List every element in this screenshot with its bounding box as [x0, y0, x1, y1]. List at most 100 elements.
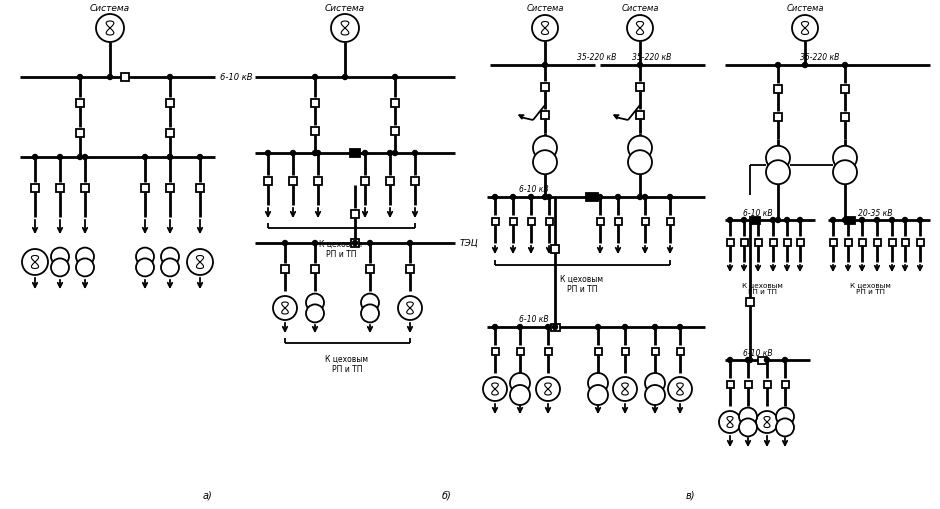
Bar — [351, 239, 359, 247]
Circle shape — [667, 194, 672, 200]
Circle shape — [643, 194, 648, 200]
Bar — [916, 239, 923, 245]
Bar — [509, 217, 516, 224]
Bar — [755, 239, 761, 245]
Circle shape — [493, 194, 497, 200]
Bar — [166, 184, 174, 192]
Circle shape — [728, 217, 732, 222]
Circle shape — [627, 15, 653, 41]
Circle shape — [766, 146, 790, 170]
Bar — [166, 129, 174, 137]
Bar — [361, 177, 369, 185]
Circle shape — [167, 155, 173, 159]
Bar — [541, 111, 549, 119]
Circle shape — [833, 146, 857, 170]
Text: а): а) — [202, 490, 212, 500]
Circle shape — [393, 74, 398, 79]
Bar — [774, 85, 782, 93]
Circle shape — [776, 63, 780, 68]
Circle shape — [483, 377, 507, 401]
Circle shape — [312, 240, 318, 245]
Bar — [750, 216, 760, 223]
Text: 6-10 кВ: 6-10 кВ — [744, 209, 773, 217]
Bar — [829, 239, 837, 245]
Circle shape — [845, 217, 851, 222]
Bar — [281, 265, 289, 273]
Circle shape — [161, 247, 179, 266]
Bar — [770, 239, 776, 245]
Bar — [492, 217, 498, 224]
Bar — [366, 265, 374, 273]
Circle shape — [136, 247, 154, 266]
Circle shape — [747, 357, 753, 362]
Circle shape — [413, 151, 417, 156]
Circle shape — [645, 373, 665, 393]
Circle shape — [831, 217, 836, 222]
Circle shape — [536, 377, 560, 401]
Circle shape — [542, 63, 547, 68]
Circle shape — [197, 155, 202, 159]
Circle shape — [83, 155, 87, 159]
Circle shape — [306, 294, 324, 312]
Bar — [141, 184, 149, 192]
Bar — [774, 113, 782, 121]
Bar — [196, 184, 204, 192]
Bar — [888, 239, 896, 245]
Bar — [551, 245, 559, 253]
Circle shape — [628, 136, 652, 160]
Bar — [391, 99, 399, 107]
Circle shape — [859, 217, 865, 222]
Bar — [411, 177, 419, 185]
Circle shape — [493, 325, 497, 329]
Circle shape — [510, 385, 530, 405]
Bar — [796, 239, 804, 245]
Text: Система: Система — [526, 4, 564, 13]
Circle shape — [553, 325, 557, 329]
Circle shape — [96, 14, 124, 42]
Bar — [784, 239, 791, 245]
Bar — [76, 99, 84, 107]
Text: К цеховым
РП и ТП: К цеховым РП и ТП — [742, 282, 782, 295]
Circle shape — [756, 217, 760, 222]
Bar — [264, 177, 272, 185]
Circle shape — [22, 249, 48, 275]
Circle shape — [306, 304, 324, 322]
Circle shape — [387, 151, 393, 156]
Bar — [841, 85, 849, 93]
Bar — [391, 127, 399, 135]
Text: Система: Система — [786, 4, 823, 13]
Bar — [744, 381, 751, 387]
Text: 6-10 кВ: 6-10 кВ — [519, 185, 549, 194]
Circle shape — [588, 385, 608, 405]
Circle shape — [533, 150, 557, 174]
Circle shape — [771, 217, 776, 222]
Circle shape — [283, 240, 288, 245]
Text: К цеховым
РП и ТП: К цеховым РП и ТП — [850, 282, 890, 295]
Bar — [76, 129, 84, 137]
Bar — [758, 356, 766, 363]
Bar — [841, 113, 849, 121]
Bar — [677, 348, 683, 354]
Circle shape — [588, 373, 608, 393]
Circle shape — [645, 385, 665, 405]
Bar — [386, 177, 394, 185]
Text: 35-220 кВ: 35-220 кВ — [577, 52, 617, 62]
Bar — [727, 239, 733, 245]
Bar — [636, 111, 644, 119]
Circle shape — [622, 325, 628, 329]
Circle shape — [532, 15, 558, 41]
Bar — [763, 381, 771, 387]
Circle shape — [361, 294, 379, 312]
Circle shape — [766, 160, 790, 184]
Text: К цеховым
РП и ТП: К цеховым РП и ТП — [560, 275, 603, 294]
Circle shape — [136, 259, 154, 276]
Circle shape — [637, 194, 643, 200]
Text: 6-10 кВ: 6-10 кВ — [744, 349, 773, 357]
Bar — [406, 265, 414, 273]
Text: 20-35 кВ: 20-35 кВ — [857, 209, 892, 217]
Text: 6-10 кВ: 6-10 кВ — [519, 316, 549, 325]
Circle shape — [628, 150, 652, 174]
Circle shape — [167, 74, 173, 79]
Bar — [615, 217, 621, 224]
Circle shape — [745, 357, 750, 362]
